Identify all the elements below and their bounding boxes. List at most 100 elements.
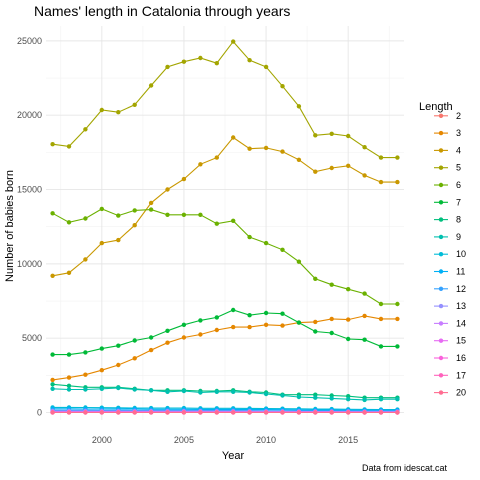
- data-point-5: [263, 64, 269, 70]
- data-point-20: [263, 410, 269, 415]
- x-axis-label: Year: [222, 450, 245, 462]
- data-point-8: [66, 383, 72, 388]
- data-point-20: [280, 410, 285, 415]
- data-point-9: [263, 391, 269, 397]
- data-point-20: [50, 410, 55, 415]
- data-point-6: [280, 247, 285, 252]
- data-point-7: [116, 343, 121, 348]
- data-point-6: [198, 212, 203, 217]
- x-tick-label: 2005: [174, 435, 194, 445]
- data-point-6: [66, 220, 72, 225]
- series-line-10: [52, 406, 398, 411]
- data-point-9: [313, 395, 318, 400]
- data-point-6: [263, 240, 269, 246]
- data-point-5: [116, 110, 121, 115]
- data-point-6: [99, 206, 105, 212]
- legend-label: 8: [456, 215, 461, 225]
- data-point-20: [198, 410, 203, 415]
- data-point-9: [231, 389, 236, 394]
- data-point-3: [181, 335, 187, 340]
- legend-key-point: [438, 252, 444, 257]
- data-point-7: [296, 320, 302, 325]
- data-point-20: [181, 410, 187, 415]
- legend-key-point: [438, 200, 444, 205]
- data-point-20: [165, 410, 170, 415]
- legend-key-point: [438, 130, 444, 136]
- legend-label: 14: [456, 318, 466, 328]
- data-point-3: [346, 317, 351, 322]
- data-point-6: [50, 211, 55, 216]
- data-point-4: [313, 169, 318, 174]
- data-point-6: [329, 282, 334, 287]
- legend-item-20: 20: [434, 388, 466, 398]
- data-point-3: [214, 327, 219, 333]
- data-point-5: [198, 55, 203, 61]
- legend: Length 2 3 4 5 6 7 8 9 10 11 12 13 14 15 16 17 20: [419, 101, 466, 398]
- chart-title: Names' length in Catalonia through years: [34, 3, 290, 19]
- data-point-7: [198, 318, 203, 323]
- data-point-20: [313, 410, 318, 415]
- data-point-5: [378, 155, 384, 160]
- data-point-5: [66, 144, 72, 149]
- x-tick-label: 2010: [256, 435, 276, 445]
- series-9: [50, 385, 400, 403]
- series-4: [50, 135, 400, 278]
- data-point-4: [148, 200, 154, 206]
- series-line-8: [52, 383, 398, 399]
- data-point-4: [329, 165, 334, 171]
- data-point-6: [395, 301, 400, 307]
- data-point-4: [181, 176, 187, 182]
- y-tick-label: 15000: [17, 185, 42, 195]
- data-point-3: [198, 332, 203, 337]
- data-point-4: [99, 240, 105, 246]
- data-point-7: [214, 315, 219, 320]
- data-point-7: [247, 313, 252, 318]
- series-line-9: [52, 387, 398, 401]
- y-tick-label: 10000: [17, 259, 42, 269]
- data-point-4: [165, 187, 170, 192]
- legend-label: 2: [456, 111, 461, 121]
- data-point-3: [395, 316, 400, 322]
- x-tick-label: 2015: [338, 435, 358, 445]
- caption: Data from idescat.cat: [362, 463, 448, 473]
- legend-item-6: 6: [434, 180, 461, 190]
- data-point-9: [66, 387, 72, 392]
- legend-key-point: [438, 148, 444, 153]
- data-point-7: [50, 352, 55, 357]
- legend-item-14: 14: [434, 318, 466, 328]
- data-point-5: [280, 84, 285, 89]
- legend-key-point: [438, 286, 444, 291]
- data-point-20: [116, 410, 121, 415]
- data-point-20: [329, 410, 334, 415]
- data-point-9: [247, 390, 252, 395]
- series-layer: [50, 39, 400, 415]
- legend-label: 20: [456, 388, 466, 398]
- legend-key-point: [438, 165, 444, 170]
- legend-item-3: 3: [434, 128, 461, 138]
- data-point-9: [165, 389, 170, 394]
- y-axis-label: Number of babies born: [4, 170, 16, 282]
- legend-key-point: [438, 113, 444, 119]
- data-point-4: [132, 223, 137, 228]
- data-point-4: [247, 146, 252, 151]
- legend-item-8: 8: [434, 215, 461, 225]
- series-line-11: [52, 408, 398, 411]
- data-point-4: [50, 273, 55, 278]
- data-point-9: [99, 386, 105, 391]
- data-point-3: [116, 362, 121, 368]
- data-point-7: [263, 310, 269, 316]
- data-point-20: [378, 410, 384, 415]
- data-point-4: [214, 155, 219, 160]
- data-point-3: [83, 372, 88, 377]
- data-point-5: [395, 155, 400, 160]
- data-point-6: [214, 221, 219, 226]
- data-point-5: [362, 145, 367, 150]
- legend-label: 11: [456, 267, 465, 277]
- legend-label: 15: [456, 336, 466, 346]
- y-tick-label: 0: [37, 408, 42, 418]
- data-point-9: [116, 385, 121, 391]
- series-20: [50, 410, 400, 415]
- legend-item-7: 7: [434, 197, 461, 207]
- data-point-4: [378, 179, 384, 185]
